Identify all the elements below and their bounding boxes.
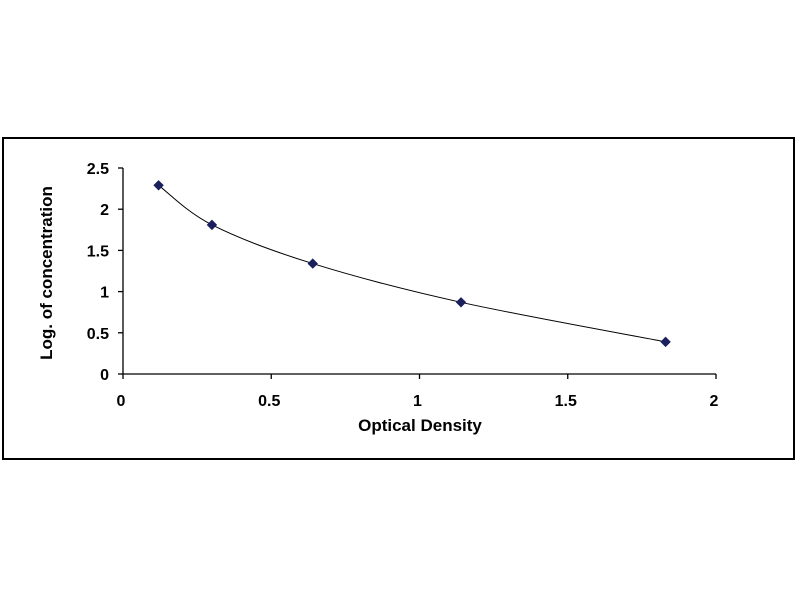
axes <box>122 168 716 375</box>
y-tick-label: 2 <box>100 202 109 219</box>
x-tick-label: 1.5 <box>555 393 577 410</box>
fit-curve <box>158 184 666 343</box>
x-tick-label: 1 <box>413 393 422 410</box>
x-tick-label: 2 <box>710 393 719 410</box>
data-points <box>153 180 671 348</box>
data-point <box>455 297 467 308</box>
chart-frame <box>2 137 795 460</box>
y-tick-label: 1.5 <box>87 243 109 260</box>
y-tick-label: 1 <box>100 285 109 302</box>
data-point <box>153 180 164 191</box>
data-point <box>660 336 671 348</box>
x-tick-label: 0 <box>117 393 126 410</box>
data-point <box>206 219 218 231</box>
y-axis-title: Log. of concentration <box>37 186 56 360</box>
y-ticks: 0 0.5 1 1.5 2 2.5 <box>87 161 123 384</box>
y-tick-label: 0.5 <box>87 326 109 343</box>
y-tick-label: 2.5 <box>87 161 109 178</box>
x-axis-title: Optical Density <box>358 416 482 435</box>
x-ticks: 0 0.5 1 1.5 2 <box>117 374 719 410</box>
x-tick-label: 0.5 <box>258 393 280 410</box>
y-tick-label: 0 <box>100 367 109 384</box>
data-point <box>307 258 318 269</box>
